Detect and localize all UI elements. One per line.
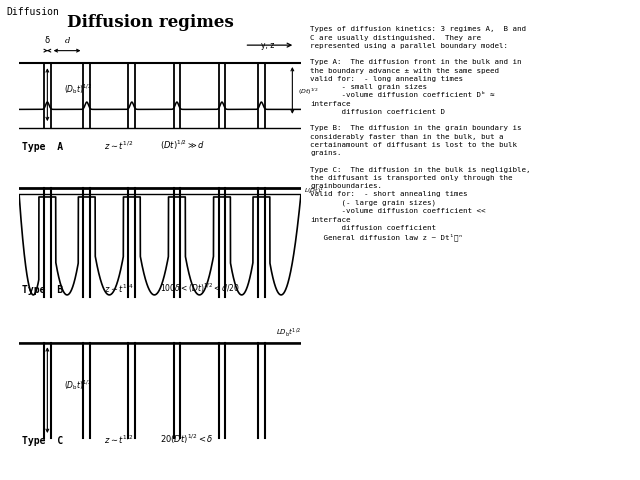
Text: Types of diffusion kinetics: 3 regimes A,  B and
C are usually distinguished.  T: Types of diffusion kinetics: 3 regimes A… [310,26,531,241]
Text: $LD_{\rm b}t^{1/2}$: $LD_{\rm b}t^{1/2}$ [276,327,301,339]
Text: $(Dt)^{1/2} \gg d$: $(Dt)^{1/2} \gg d$ [160,139,205,152]
Text: Type  B: Type B [22,285,63,295]
Text: $z \sim t^{1/4}$: $z \sim t^{1/4}$ [104,283,134,295]
Text: y, z: y, z [261,41,275,50]
Text: Diffusion regimes: Diffusion regimes [67,14,234,31]
Text: $100\delta < (Dt)^{1/2} < d/20$: $100\delta < (Dt)^{1/2} < d/20$ [160,281,240,295]
Text: Type  C: Type C [22,436,63,446]
Text: $(D_{\rm b}t)^{1/2}$: $(D_{\rm b}t)^{1/2}$ [64,378,93,392]
Text: $z \sim t^{1/2}$: $z \sim t^{1/2}$ [104,140,133,152]
Text: $L(Dt)^1$: $L(Dt)^1$ [303,186,324,196]
Text: d: d [65,37,70,45]
Text: $z \sim t^{1/2}$: $z \sim t^{1/2}$ [104,434,133,446]
Text: Diffusion: Diffusion [6,7,60,17]
Text: $(D_{\rm b}t)^{1/2}$: $(D_{\rm b}t)^{1/2}$ [64,82,93,96]
Text: δ: δ [45,36,50,45]
Text: $(Dt)^{1/2}$: $(Dt)^{1/2}$ [298,87,319,97]
Text: $20(Dt)^{1/2} < \delta$: $20(Dt)^{1/2} < \delta$ [160,432,214,446]
Text: Type  A: Type A [22,142,63,152]
